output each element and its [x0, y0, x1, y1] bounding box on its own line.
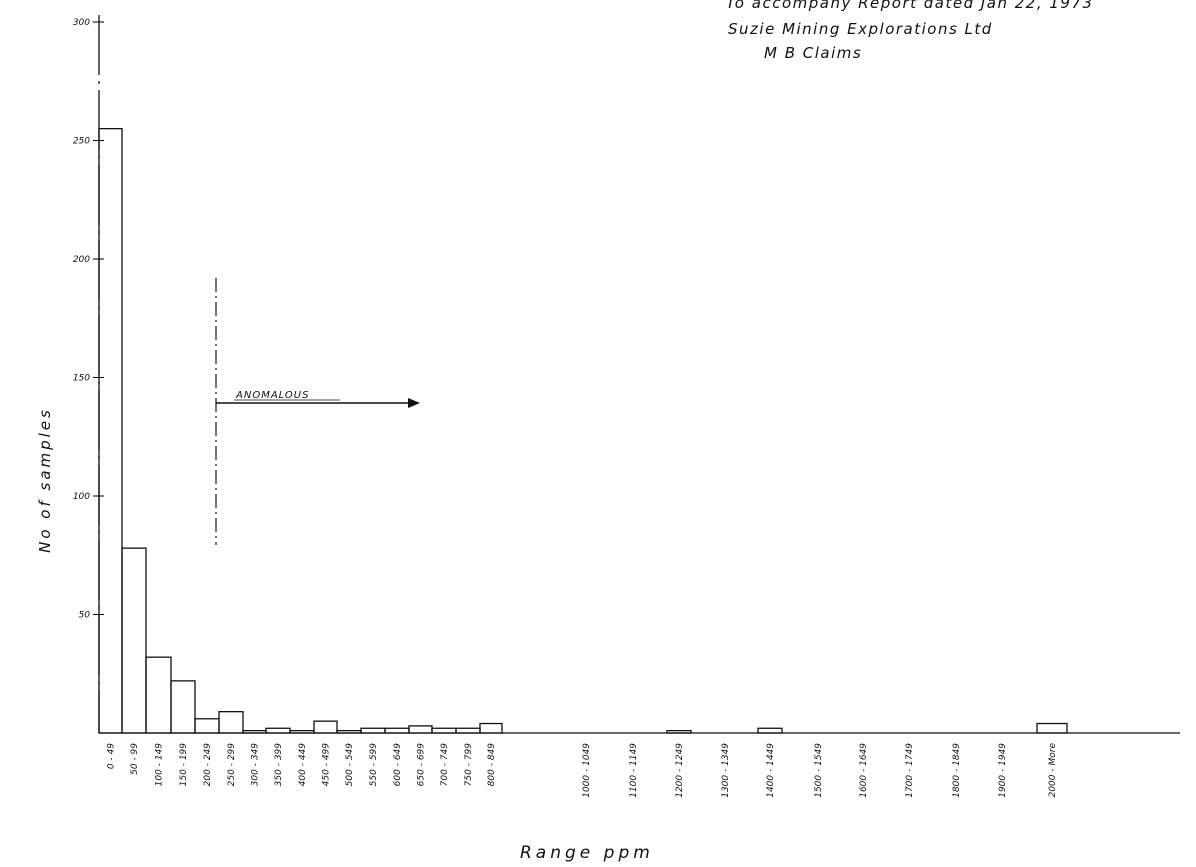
x-tick-label: 100 - 149	[155, 743, 165, 787]
bar	[431, 727, 457, 734]
x-tick-label: 650 - 699	[417, 743, 427, 787]
bar	[265, 727, 291, 734]
x-tick-label: 1100 - 1149	[629, 743, 639, 798]
x-tick-label: 1700 - 1749	[905, 743, 915, 798]
bar	[455, 727, 481, 734]
bar	[757, 727, 783, 734]
x-tick-label: 150 - 199	[179, 743, 189, 787]
y-tick-label: 100	[73, 492, 90, 502]
x-tick-label: 250 - 299	[227, 743, 237, 787]
y-axis-label: No of samples	[36, 407, 54, 553]
bar	[194, 718, 220, 734]
x-tick-label: 200 - 249	[203, 743, 213, 787]
x-tick-label: 50 - 99	[130, 743, 140, 775]
x-tick-label: 800 - 849	[487, 743, 497, 787]
bar	[384, 727, 410, 734]
x-tick-labels: 0 - 49 50 - 99 100 - 149 150 - 199 200 - 249…	[107, 743, 1059, 798]
bar	[289, 729, 315, 734]
bar	[408, 725, 433, 734]
x-tick-label: 0 - 49	[107, 743, 117, 769]
x-tick-label: 400 - 449	[298, 743, 308, 787]
bar	[121, 547, 147, 734]
y-tick-label: 300	[73, 18, 90, 28]
x-tick-label: 500 - 549	[345, 743, 355, 787]
y-ticks: 50 100 150 200 250 300	[73, 18, 104, 621]
axes	[98, 15, 1180, 734]
x-axis-label: Range ppm	[520, 843, 654, 863]
x-tick-label: 1400 - 1449	[766, 743, 776, 798]
x-tick-label: 700 - 749	[440, 743, 450, 787]
bar	[313, 720, 338, 734]
y-tick-label: 150	[73, 374, 90, 384]
x-tick-label: 1800 - 1849	[952, 743, 962, 798]
header-note-line2: Suzie Mining Explorations Ltd	[728, 20, 993, 38]
bar	[218, 711, 244, 734]
x-tick-label: 1200 - 1249	[675, 743, 685, 798]
x-tick-label: 450 - 499	[322, 743, 332, 787]
bar	[145, 656, 172, 734]
y-tick-label: 50	[79, 611, 91, 621]
y-tick-label: 250	[73, 137, 90, 147]
anomalous-marker: ANOMALOUS	[215, 278, 420, 545]
x-tick-label: 600 - 649	[393, 743, 403, 787]
bar	[242, 729, 267, 734]
bar	[98, 127, 123, 734]
header-note-line3: M B Claims	[764, 44, 863, 62]
x-tick-label: 750 - 799	[464, 743, 474, 787]
bars	[98, 127, 1068, 734]
x-tick-label: 1500 - 1549	[814, 743, 824, 798]
bar	[666, 729, 692, 734]
bar	[479, 722, 503, 734]
header-note-line1: To accompany Report dated Jan 22, 1973	[726, 0, 1094, 12]
x-tick-label: 2000 - More	[1048, 743, 1058, 798]
x-tick-label: 350 - 399	[274, 743, 284, 787]
arrow-head-icon	[408, 398, 420, 408]
bar	[336, 729, 362, 734]
bar	[360, 727, 386, 734]
bar	[170, 680, 196, 734]
x-tick-label: 1000 - 1049	[582, 743, 592, 798]
x-tick-label: 1900 - 1949	[998, 743, 1008, 798]
x-tick-label: 1300 - 1349	[721, 743, 731, 798]
x-tick-label: 550 - 599	[369, 743, 379, 787]
x-tick-label: 300 - 349	[251, 743, 261, 787]
bar	[1036, 722, 1068, 734]
y-tick-label: 200	[73, 255, 90, 265]
anomalous-label: ANOMALOUS	[235, 390, 309, 401]
x-tick-label: 1600 - 1649	[859, 743, 869, 798]
